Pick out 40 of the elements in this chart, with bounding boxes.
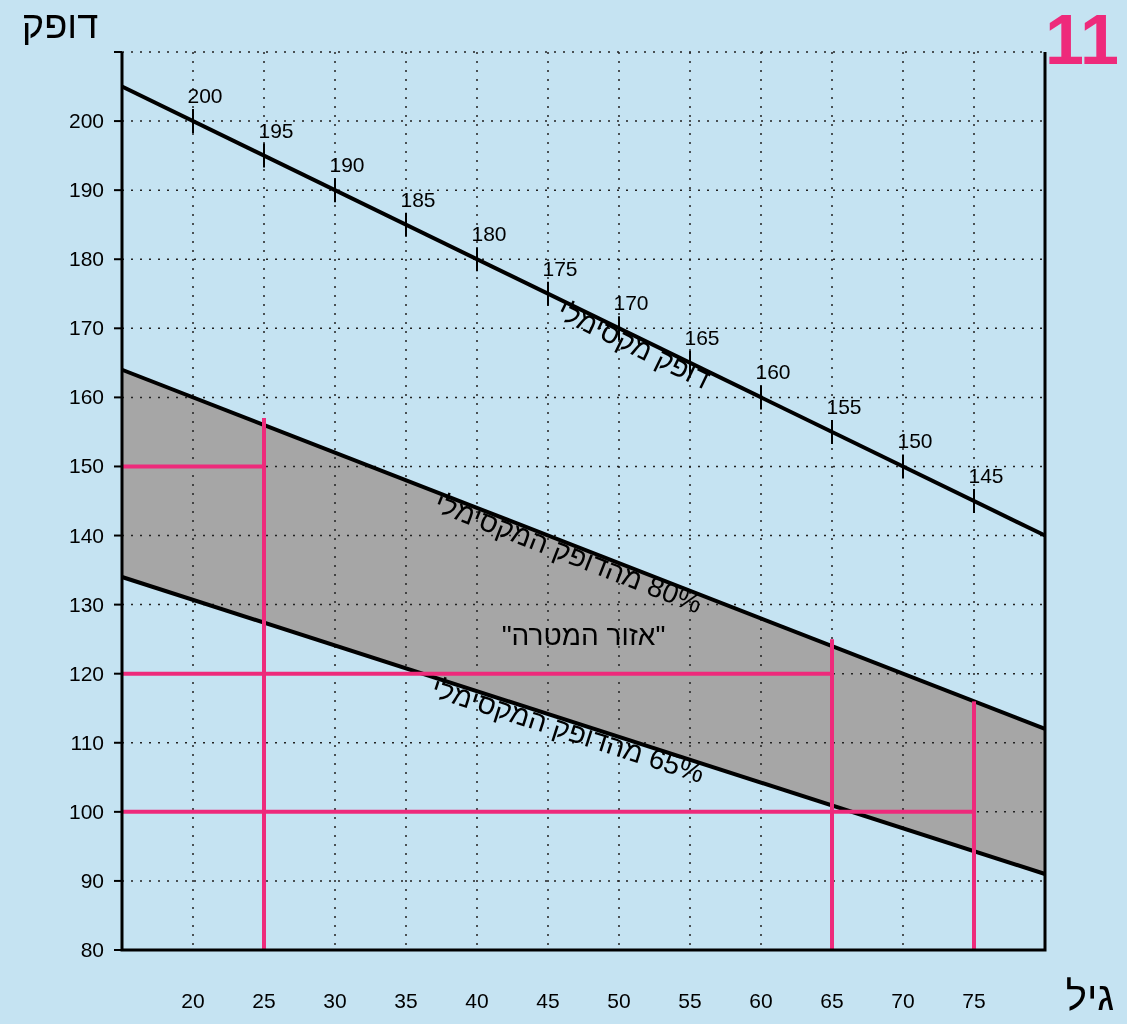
x-tick-label: 60 — [749, 989, 773, 1012]
y-tick-label: 140 — [68, 523, 104, 547]
y-tick-label: 100 — [68, 799, 104, 823]
annotation: 160 — [755, 360, 791, 384]
y-tick-label: 150 — [68, 454, 104, 478]
y-tick-label: 190 — [68, 178, 104, 202]
x-tick-label: 35 — [394, 989, 418, 1012]
annotation: "אזור המטרה" — [501, 620, 666, 652]
annotation: 195 — [258, 118, 294, 142]
annotation: 165 — [684, 325, 720, 349]
x-tick-label: 50 — [607, 989, 631, 1012]
x-tick-label: 45 — [536, 989, 560, 1012]
x-tick-label: 65 — [820, 989, 844, 1012]
annotation: 180 — [471, 222, 507, 246]
x-tick-label: 40 — [465, 989, 489, 1012]
y-tick-label: 130 — [68, 592, 104, 616]
annotation: 145 — [968, 464, 1004, 487]
y-tick-label: 80 — [80, 938, 104, 961]
x-tick-label: 55 — [678, 989, 702, 1012]
annotation: 200 — [187, 84, 223, 108]
y-tick-label: 160 — [68, 385, 104, 409]
annotation: 150 — [897, 429, 933, 453]
annotation: 175 — [542, 256, 578, 280]
annotation: 190 — [329, 153, 365, 177]
y-tick-label: 90 — [80, 868, 104, 892]
x-tick-label: 30 — [323, 989, 347, 1012]
annotation: 185 — [400, 187, 436, 211]
y-tick-label: 200 — [68, 109, 104, 133]
y-tick-label: 110 — [70, 730, 104, 754]
y-tick-label: 120 — [68, 661, 104, 685]
y-tick-label: 180 — [68, 247, 104, 271]
y-tick-label: 170 — [68, 316, 104, 340]
x-tick-label: 75 — [962, 989, 986, 1012]
x-axis-title: גיל — [1065, 974, 1115, 1018]
annotation: 11 — [1045, 1, 1119, 79]
annotation: 155 — [826, 394, 862, 418]
x-tick-label: 70 — [891, 989, 915, 1012]
x-tick-label: 20 — [181, 989, 205, 1012]
x-tick-label: 25 — [252, 989, 276, 1012]
y-axis-title: דופק — [21, 4, 99, 46]
